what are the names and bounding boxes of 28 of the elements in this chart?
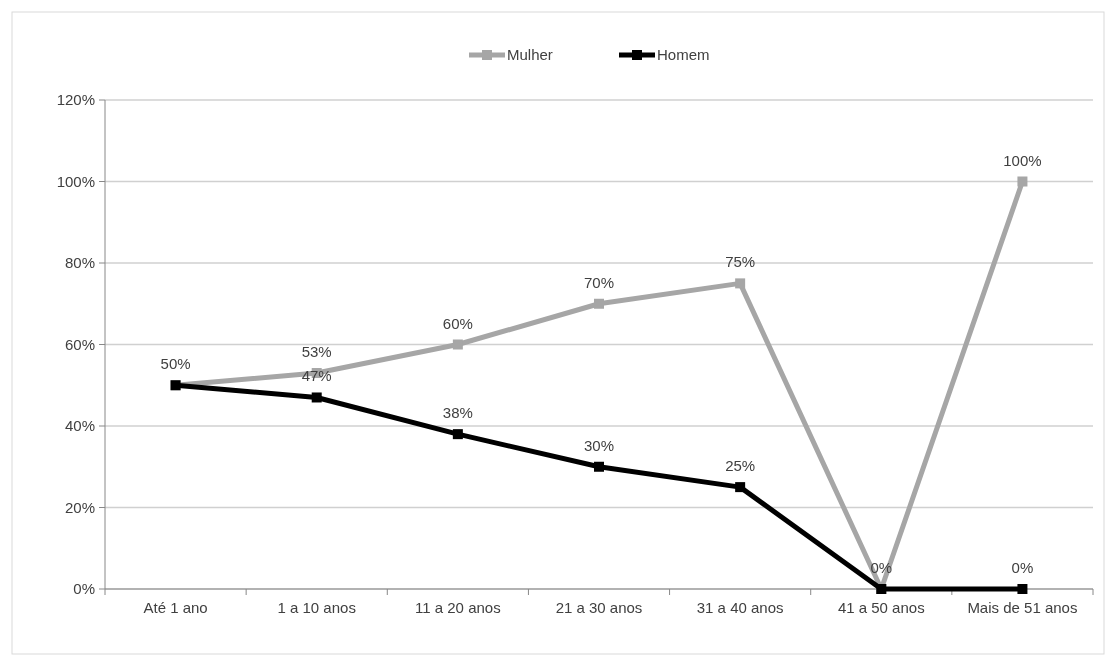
x-tick-label: Até 1 ano xyxy=(143,599,208,616)
data-label: 25% xyxy=(725,457,756,475)
x-tick-label: 31 a 40 anos xyxy=(696,599,784,616)
data-label: 47% xyxy=(301,367,332,385)
legend-label: Mulher xyxy=(507,46,553,64)
y-tick-label: 120% xyxy=(56,91,95,109)
data-label: 0% xyxy=(1011,559,1034,576)
data-label: 70% xyxy=(583,273,615,291)
data-label: 60% xyxy=(442,314,473,332)
y-tick-label: 60% xyxy=(64,335,95,353)
y-tick-label: 0% xyxy=(73,580,95,598)
data-label: 0% xyxy=(870,559,893,576)
y-tick-label: 20% xyxy=(64,498,95,516)
y-tick-label: 40% xyxy=(64,417,95,435)
x-tick-label: 21 a 30 anos xyxy=(555,599,643,616)
x-tick-label: 41 a 50 anos xyxy=(837,599,925,616)
data-label: 30% xyxy=(583,436,615,454)
x-tick-label: Mais de 51 anos xyxy=(967,599,1078,616)
y-tick-label: 100% xyxy=(56,172,95,190)
data-label: 50% xyxy=(160,355,191,373)
legend-label: Homem xyxy=(657,46,710,64)
data-label: 38% xyxy=(442,404,473,422)
x-tick-label: 11 a 20 anos xyxy=(415,599,501,616)
data-label: 53% xyxy=(301,343,332,361)
y-tick-label: 80% xyxy=(64,254,95,272)
data-label: 100% xyxy=(1003,151,1042,169)
x-tick-label: 1 a 10 anos xyxy=(277,599,356,616)
data-label: 75% xyxy=(725,253,756,271)
